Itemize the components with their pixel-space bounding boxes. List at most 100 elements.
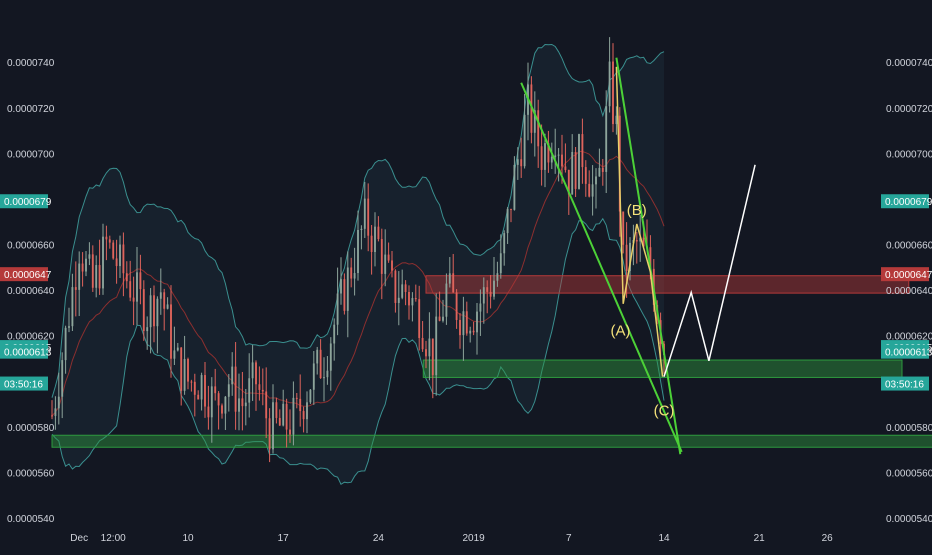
candle-body	[493, 280, 495, 297]
candle-body	[340, 279, 342, 294]
candle-body	[295, 397, 298, 399]
candle-body	[108, 239, 111, 243]
candle-body	[496, 273, 499, 281]
candle-body	[571, 151, 574, 195]
price-tick-label-left: 0.0000660	[7, 241, 55, 252]
price-tick-label-right: 0.0000540	[886, 514, 932, 525]
candle-body	[190, 381, 193, 383]
candle-body	[156, 298, 159, 327]
candle-body	[248, 378, 251, 403]
candle-body	[370, 235, 373, 253]
candle-body	[180, 347, 183, 391]
candle-body	[51, 415, 53, 417]
projection-path	[663, 164, 756, 377]
candle-body	[210, 386, 213, 418]
price-tick-label-right: 0.0000660	[886, 241, 932, 252]
candle-body	[482, 287, 485, 304]
price-tick-label-right: 0.0000700	[886, 149, 932, 160]
candle-body	[567, 169, 570, 195]
candle-body	[112, 242, 115, 259]
candle-body	[404, 284, 407, 292]
candle-body	[312, 363, 315, 390]
time-tick-label: 26	[822, 533, 834, 544]
candle-body	[78, 263, 81, 290]
candle-body	[479, 303, 482, 312]
candle-body	[510, 208, 512, 210]
candle-body	[547, 143, 550, 163]
candle-body	[74, 287, 77, 290]
channel-lower-line	[520, 82, 683, 453]
candle-body	[163, 292, 166, 309]
candle-body	[183, 358, 186, 391]
candle-body	[285, 403, 288, 430]
price-tick-label-right: 0.0000720	[886, 104, 932, 115]
wave-label: (C)	[654, 402, 675, 419]
candle-body	[353, 273, 356, 279]
candle-body	[306, 402, 308, 420]
candle-body	[625, 244, 628, 271]
candle-body	[598, 167, 601, 177]
candle-body	[489, 291, 492, 297]
wave-label: (A)	[610, 323, 630, 340]
time-tick-label: 7	[566, 533, 572, 544]
candle-body	[520, 159, 523, 167]
candle-body	[550, 156, 553, 163]
candle-body	[533, 110, 536, 133]
candle-body	[85, 258, 87, 272]
candle-body	[142, 289, 145, 332]
candle-body	[221, 405, 223, 414]
candle-body	[411, 298, 414, 306]
candle-body	[217, 393, 220, 406]
time-tick-label: 21	[754, 533, 766, 544]
candle-body	[367, 198, 370, 236]
candle-body	[122, 244, 125, 274]
candle-body	[153, 295, 155, 327]
price-tag-text-right: 0.0000679	[885, 197, 932, 208]
candle-body	[346, 267, 349, 311]
candle-body	[418, 299, 421, 338]
candle-body	[578, 134, 580, 189]
candle-body	[357, 229, 359, 274]
price-tag-left	[0, 194, 48, 209]
candle-body	[187, 358, 189, 382]
candle-body	[605, 106, 608, 172]
candle-body	[394, 270, 397, 303]
candle-body	[275, 402, 278, 418]
candle-body	[57, 396, 60, 409]
candle-body	[584, 167, 587, 184]
candle-body	[557, 154, 560, 156]
price-tick-label-left: 0.0000540	[7, 514, 55, 525]
candle-body	[238, 398, 240, 412]
candle-body	[452, 273, 455, 293]
candle-body	[391, 260, 393, 271]
candle-body	[615, 115, 618, 125]
price-tick-label-left: 0.0000640	[7, 286, 55, 297]
candle-body	[170, 304, 172, 359]
candle-body	[442, 316, 444, 321]
price-tag-text-left: 0.0000647	[4, 270, 52, 281]
candle-body	[197, 394, 200, 400]
price-tag-right	[881, 376, 929, 391]
candle-body	[268, 418, 271, 450]
price-tick-label-left: 0.0000700	[7, 149, 55, 160]
candle-body	[465, 311, 468, 334]
candle-body	[132, 297, 135, 302]
candle-body	[360, 228, 363, 230]
candle-body	[540, 146, 543, 170]
candle-body	[428, 338, 431, 357]
time-tick-label: 2019	[462, 533, 485, 544]
price-tick-label-left: 0.0000720	[7, 104, 55, 115]
candle-body	[231, 366, 234, 385]
candle-body	[445, 283, 448, 317]
candle-body	[319, 349, 322, 379]
time-tick-label: 10	[182, 533, 194, 544]
candle-body	[574, 151, 577, 189]
candle-body	[214, 386, 217, 394]
candle-body	[129, 281, 132, 298]
price-tag-right	[881, 344, 929, 359]
candle-body	[204, 375, 206, 407]
candle-body	[377, 226, 380, 240]
candle-body	[435, 316, 438, 376]
